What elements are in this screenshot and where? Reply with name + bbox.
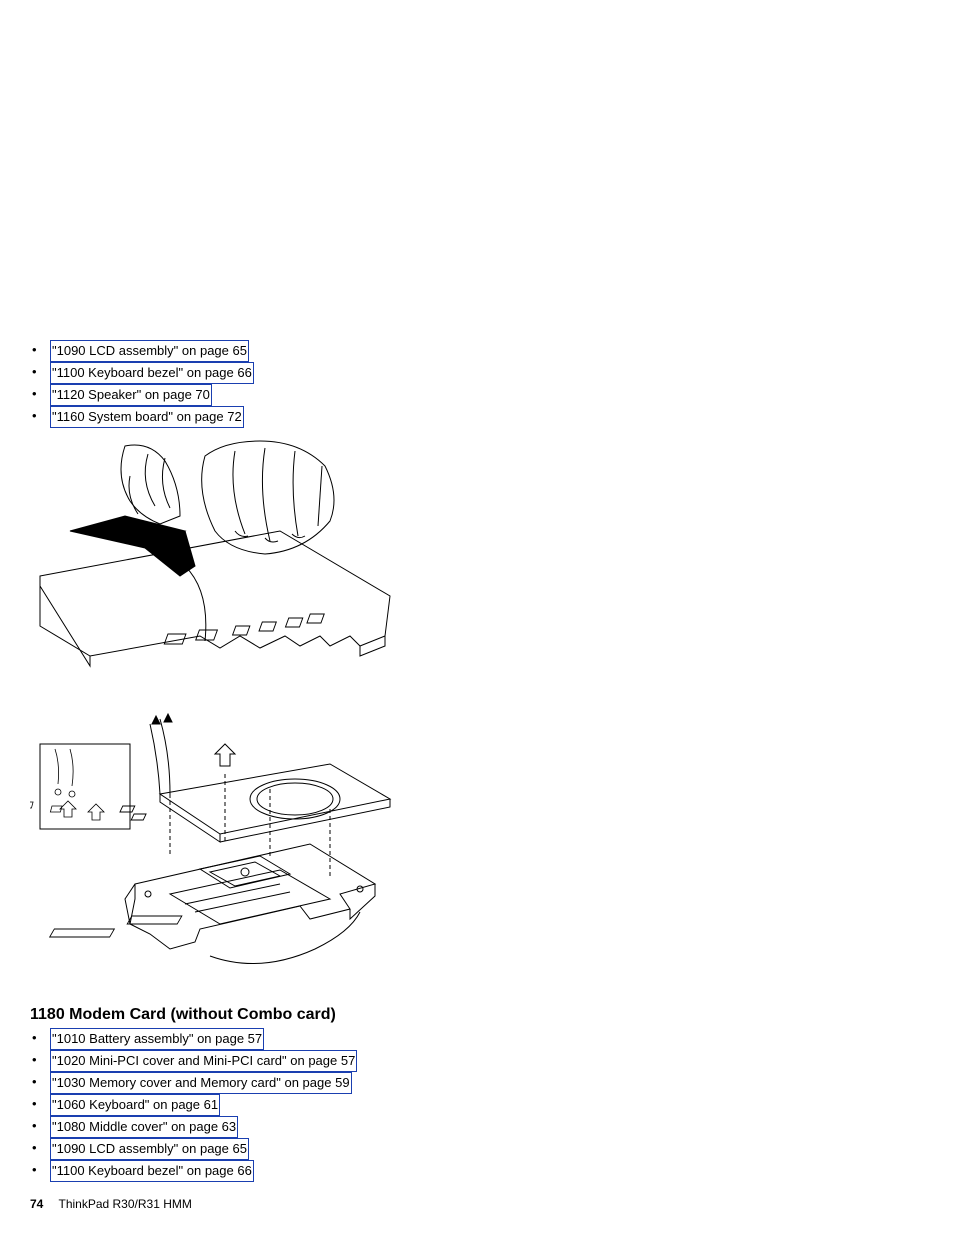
list-item: • "1090 LCD assembly" on page 65	[30, 1138, 590, 1160]
bottom-reference-list: • "1010 Battery assembly" on page 57 • "…	[30, 1028, 590, 1182]
bullet-icon: •	[30, 1160, 50, 1180]
list-item: • "1090 LCD assembly" on page 65	[30, 340, 590, 362]
page-footer: 74 ThinkPad R30/R31 HMM	[30, 1197, 192, 1211]
cross-reference-link[interactable]: "1090 LCD assembly" on page 65	[50, 1138, 249, 1160]
system-board-assembly-icon	[30, 694, 410, 994]
bullet-icon: •	[30, 1050, 50, 1070]
bullet-icon: •	[30, 1138, 50, 1158]
footer-doc-title: ThinkPad R30/R31 HMM	[58, 1197, 191, 1211]
list-item: • "1020 Mini-PCI cover and Mini-PCI card…	[30, 1050, 590, 1072]
cross-reference-link[interactable]: "1120 Speaker" on page 70	[50, 384, 212, 406]
cross-reference-link[interactable]: "1080 Middle cover" on page 63	[50, 1116, 238, 1138]
list-item: • "1100 Keyboard bezel" on page 66	[30, 1160, 590, 1182]
cross-reference-link[interactable]: "1010 Battery assembly" on page 57	[50, 1028, 264, 1050]
bullet-icon: •	[30, 1028, 50, 1048]
bullet-icon: •	[30, 340, 50, 360]
bullet-icon: •	[30, 362, 50, 382]
top-reference-list: • "1090 LCD assembly" on page 65 • "1100…	[30, 340, 590, 428]
hands-removing-tape-icon	[30, 436, 410, 686]
cross-reference-link[interactable]: "1100 Keyboard bezel" on page 66	[50, 1160, 254, 1182]
page-content: • "1090 LCD assembly" on page 65 • "1100…	[30, 340, 590, 1182]
page-number: 74	[30, 1197, 43, 1211]
cross-reference-link[interactable]: "1060 Keyboard" on page 61	[50, 1094, 220, 1116]
bullet-icon: •	[30, 384, 50, 404]
list-item: • "1160 System board" on page 72	[30, 406, 590, 428]
cross-reference-link[interactable]: "1020 Mini-PCI cover and Mini-PCI card" …	[50, 1050, 357, 1072]
bullet-icon: •	[30, 1072, 50, 1092]
list-item: • "1030 Memory cover and Memory card" on…	[30, 1072, 590, 1094]
section-heading: 1180 Modem Card (without Combo card)	[30, 1006, 590, 1024]
list-item: • "1010 Battery assembly" on page 57	[30, 1028, 590, 1050]
diagram-top	[30, 436, 440, 686]
bullet-icon: •	[30, 1094, 50, 1114]
cross-reference-link[interactable]: "1100 Keyboard bezel" on page 66	[50, 362, 254, 384]
list-item: • "1060 Keyboard" on page 61	[30, 1094, 590, 1116]
diagram-bottom	[30, 694, 440, 994]
cross-reference-link[interactable]: "1030 Memory cover and Memory card" on p…	[50, 1072, 352, 1094]
list-item: • "1120 Speaker" on page 70	[30, 384, 590, 406]
list-item: • "1080 Middle cover" on page 63	[30, 1116, 590, 1138]
cross-reference-link[interactable]: "1160 System board" on page 72	[50, 406, 244, 428]
cross-reference-link[interactable]: "1090 LCD assembly" on page 65	[50, 340, 249, 362]
bullet-icon: •	[30, 1116, 50, 1136]
bullet-icon: •	[30, 406, 50, 426]
list-item: • "1100 Keyboard bezel" on page 66	[30, 362, 590, 384]
